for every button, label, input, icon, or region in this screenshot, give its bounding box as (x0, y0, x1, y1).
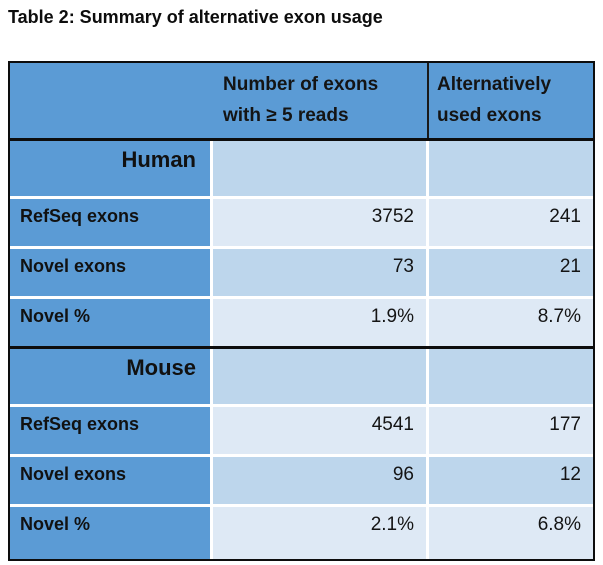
cell-value: 2.1% (213, 507, 426, 559)
cell-value: 6.8% (429, 507, 593, 559)
cell-value: 73 (213, 249, 426, 296)
section-cell-spacer (429, 141, 593, 196)
cell-value: 12 (429, 457, 593, 504)
row-label: Novel % (10, 299, 210, 346)
header-alt-line1: Alternatively (437, 74, 552, 95)
row-label: RefSeq exons (10, 407, 210, 454)
table-row-mouse-novel: Novel exons 96 12 (10, 457, 593, 504)
table-row-mouse-refseq: RefSeq exons 4541 177 (10, 407, 593, 454)
header-reads-line1: Number of exons (223, 74, 379, 95)
section-row-human: Human (10, 141, 593, 196)
cell-value: 21 (429, 249, 593, 296)
table-row-human-novel-pct: Novel % 1.9% 8.7% (10, 299, 593, 346)
section-divider-mouse (10, 346, 593, 349)
row-label: Novel exons (10, 249, 210, 296)
section-divider-human (10, 138, 593, 141)
section-row-mouse: Mouse (10, 349, 593, 404)
cell-value: 1.9% (213, 299, 426, 346)
table-row-human-novel: Novel exons 73 21 (10, 249, 593, 296)
cell-value: 177 (429, 407, 593, 454)
header-alt-line2: used exons (437, 105, 542, 126)
header-row: Number of exons with ≥ 5 reads Alternati… (10, 63, 593, 138)
cell-value: 8.7% (429, 299, 593, 346)
row-label: RefSeq exons (10, 199, 210, 246)
header-reads-line2: with ≥ 5 reads (223, 105, 349, 126)
exon-usage-table: Number of exons with ≥ 5 reads Alternati… (8, 61, 595, 561)
header-cell-reads: Number of exons with ≥ 5 reads (213, 63, 427, 138)
section-cell-spacer (213, 141, 426, 196)
section-cell-spacer (213, 349, 426, 404)
row-label: Novel % (10, 507, 210, 559)
section-label-mouse: Mouse (10, 349, 210, 404)
cell-value: 241 (429, 199, 593, 246)
table-row-human-refseq: RefSeq exons 3752 241 (10, 199, 593, 246)
section-label-human: Human (10, 141, 210, 196)
cell-value: 4541 (213, 407, 426, 454)
cell-value: 3752 (213, 199, 426, 246)
section-cell-spacer (429, 349, 593, 404)
table-caption: Table 2: Summary of alternative exon usa… (8, 7, 383, 27)
cell-value: 96 (213, 457, 426, 504)
header-cell-alt-used: Alternatively used exons (427, 63, 593, 138)
header-cell-blank (10, 63, 213, 138)
row-label: Novel exons (10, 457, 210, 504)
table-row-mouse-novel-pct: Novel % 2.1% 6.8% (10, 507, 593, 559)
